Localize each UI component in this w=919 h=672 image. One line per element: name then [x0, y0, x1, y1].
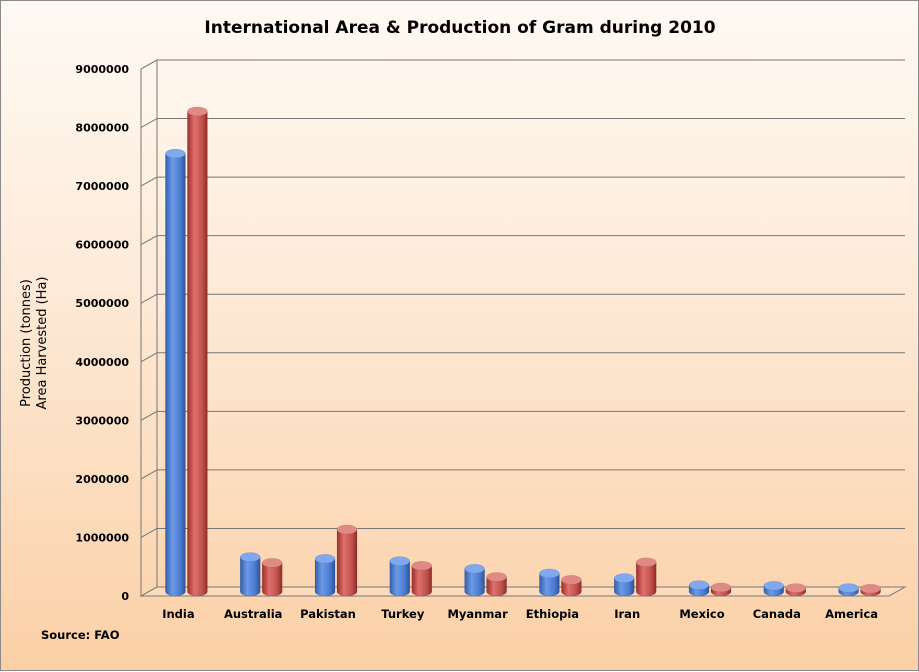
bar-cap-turkey-series-2	[411, 560, 433, 571]
bar-iran-series-2	[635, 561, 657, 597]
x-tick-label-pakistan: Pakistan	[300, 607, 356, 621]
gridline-depth	[140, 235, 158, 246]
gridline-depth	[140, 410, 158, 421]
bar-turkey-series-2	[411, 565, 433, 597]
bar-cap-pakistan-series-2	[336, 524, 358, 535]
bar-cap-myanmar-series-1	[464, 563, 485, 574]
bar-australia-series-2	[261, 562, 283, 597]
bar-cap-ethiopia-series-2	[561, 575, 582, 585]
x-tick-label-mexico: Mexico	[679, 607, 724, 621]
y-tick-label: 7000000	[75, 180, 129, 193]
source-note: Source: FAO	[41, 628, 120, 642]
gridline-depth	[140, 352, 158, 363]
gridline-depth	[140, 469, 158, 480]
bar-cap-turkey-series-1	[389, 556, 411, 566]
x-tick-label-turkey: Turkey	[381, 607, 425, 621]
bar-australia-series-1	[239, 556, 261, 597]
x-tick-label-india: India	[162, 607, 194, 621]
bar-cap-australia-series-2	[261, 558, 283, 568]
bar-india-series-1	[165, 153, 186, 597]
x-tick-label-iran: Iran	[614, 607, 640, 621]
y-axis-label-area: Area Harvested (Ha)	[35, 277, 50, 410]
chart-title: International Area & Production of Gram …	[204, 18, 715, 38]
y-tick-label: 3000000	[75, 414, 129, 427]
bar-cap-america-series-2	[860, 583, 881, 594]
bar-ethiopia-series-2	[561, 579, 582, 597]
gridline-depth	[140, 293, 158, 304]
bar-pakistan-series-1	[314, 558, 336, 597]
bar-cap-iran-series-1	[613, 573, 635, 583]
bar-india-series-2	[187, 111, 208, 597]
bar-cap-mexico-series-1	[688, 580, 710, 590]
bar-cap-mexico-series-2	[710, 582, 732, 593]
bar-cap-myanmar-series-2	[486, 572, 507, 582]
y-tick-label: 5000000	[75, 297, 129, 310]
bar-cap-india-series-2	[187, 106, 208, 117]
y-tick-label: 2000000	[75, 473, 129, 486]
x-tick-label-america: America	[825, 607, 878, 621]
x-tick-label-canada: Canada	[753, 607, 801, 621]
gridline-depth	[140, 59, 158, 70]
bar-turkey-series-1	[389, 560, 411, 597]
bar-cap-america-series-1	[838, 583, 859, 593]
bar-cap-australia-series-1	[239, 552, 261, 562]
bar-myanmar-series-1	[464, 568, 485, 597]
bar-cap-canada-series-1	[763, 580, 785, 591]
bar-pakistan-series-2	[336, 529, 358, 597]
y-tick-label: 6000000	[75, 239, 129, 252]
y-tick-label: 9000000	[75, 63, 129, 76]
x-tick-label-myanmar: Myanmar	[447, 607, 508, 621]
bar-cap-canada-series-2	[785, 583, 807, 593]
x-tick-label-ethiopia: Ethiopia	[526, 607, 579, 621]
x-tick-label-australia: Australia	[224, 607, 283, 621]
bar-cap-india-series-1	[165, 148, 186, 159]
side-wall	[140, 59, 158, 597]
y-axis-label-production: Production (tonnes)	[19, 279, 34, 407]
y-tick-label: 0	[121, 590, 129, 603]
y-tick-label: 4000000	[75, 356, 129, 369]
gridline-depth	[140, 176, 158, 187]
bar-iran-series-1	[613, 577, 635, 597]
bar-cap-pakistan-series-1	[314, 553, 336, 564]
bar-cap-iran-series-2	[635, 557, 657, 567]
gridline-depth	[140, 118, 158, 128]
bar-ethiopia-series-1	[539, 573, 560, 597]
bar-cap-ethiopia-series-1	[539, 568, 560, 579]
gridline-depth	[140, 528, 158, 538]
y-tick-label: 8000000	[75, 122, 129, 135]
y-tick-label: 1000000	[75, 531, 129, 544]
bar-myanmar-series-2	[486, 576, 507, 597]
